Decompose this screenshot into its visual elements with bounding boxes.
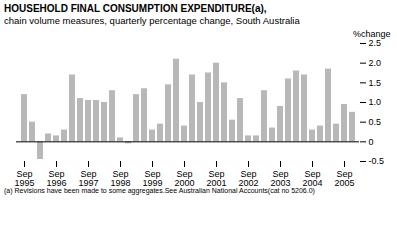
svg-text:Sep2002: Sep2002 [238, 169, 258, 187]
svg-text:Sep2001: Sep2001 [206, 169, 226, 187]
svg-text:2.0: 2.0 [369, 58, 382, 68]
html-text:HOUSEHOLD FINAL CONSUMPTION EX: HOUSEHOLD FINAL CONSUMPTION EXPENDITURE(… [4, 3, 267, 14]
svg-text:Sep1996: Sep1996 [46, 169, 66, 187]
html-text:(a) Revisions have been made t: (a) Revisions have been made to some agg… [4, 187, 315, 194]
svg-text:Sep1997: Sep1997 [78, 169, 98, 187]
svg-text:Sep1999: Sep1999 [142, 169, 162, 187]
svg-text:1.0: 1.0 [369, 97, 382, 107]
svg-text:1.5: 1.5 [369, 78, 382, 88]
svg-text:Sep1995: Sep1995 [14, 169, 34, 187]
svg-text:0: 0 [369, 137, 374, 147]
svg-text:%change: %change [353, 29, 391, 39]
svg-text:Sep2005: Sep2005 [334, 169, 354, 187]
svg-text:Sep2000: Sep2000 [174, 169, 194, 187]
svg-text:Sep2004: Sep2004 [302, 169, 322, 187]
svg-text:0.5: 0.5 [369, 117, 382, 127]
svg-text:-0.5: -0.5 [369, 156, 385, 166]
svg-text:2.5: 2.5 [369, 38, 382, 48]
svg-text:Sep1998: Sep1998 [110, 169, 130, 187]
html-text:chain volume measures, quarter: chain volume measures, quarterly percent… [4, 15, 300, 26]
svg-text:Sep2003: Sep2003 [270, 169, 290, 187]
